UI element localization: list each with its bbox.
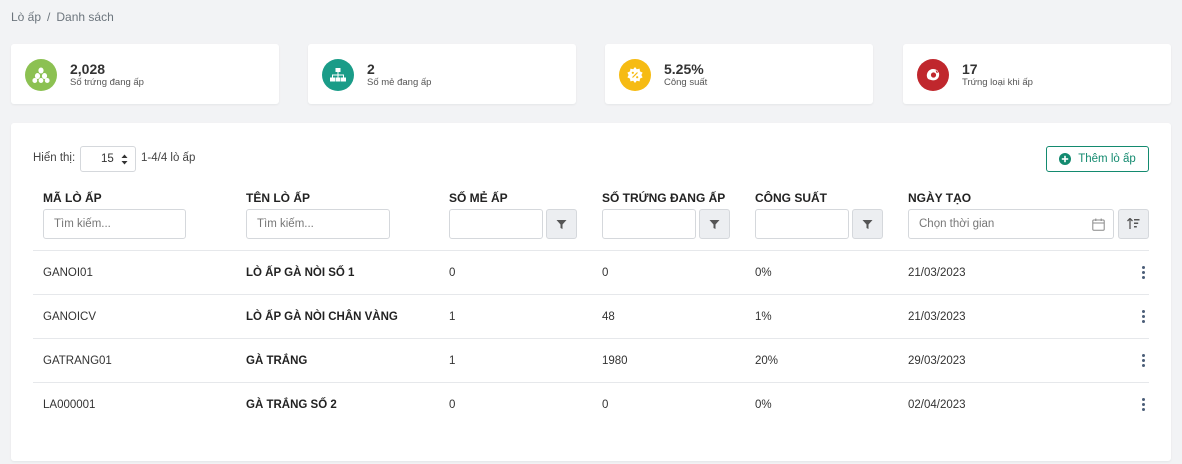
cell-batches: 1 [449,311,456,323]
cell-name[interactable]: LÒ ẤP GÀ NÒI CHÂN VÀNG [246,311,398,323]
stat-value: 2 [367,61,375,77]
add-incubator-button[interactable]: Thêm lò ấp [1046,146,1149,172]
cell-capacity: 1% [755,311,772,323]
cell-code: GATRANG01 [43,355,112,367]
cell-name[interactable]: GÀ TRẮNG SỐ 2 [246,399,337,411]
cell-code: GANOI01 [43,267,93,279]
capacity-filter-button[interactable] [852,209,883,239]
filter-icon [556,219,567,229]
capacity-filter-input[interactable] [755,209,849,239]
stat-label: Số trứng đang ấp [70,77,144,88]
cell-batches: 0 [449,267,456,279]
stat-card-batches: 2 Số mẻ đang ấp [308,44,576,104]
column-header-batches: Số mẻ ấp [449,191,508,205]
percent-icon [619,59,651,91]
column-header-code: Mã lò ấp [43,191,102,205]
select-arrows-icon [121,154,128,165]
page-size-value: 15 [101,153,114,165]
page-size-label: Hiển thị: [33,152,76,164]
cell-name[interactable]: GÀ TRẮNG [246,355,308,367]
cell-batches: 1 [449,355,456,367]
stat-card-eggs: 2,028 Số trứng đang ấp [11,44,279,104]
sort-button[interactable] [1118,209,1149,239]
broken-egg-icon [917,59,949,91]
more-vertical-icon[interactable] [1142,310,1146,324]
stats-row: 2,028 Số trứng đang ấp 2 Số mẻ đang ấp [11,44,1171,104]
code-search-input[interactable]: Tìm kiếm... [43,209,186,239]
add-incubator-label: Thêm lò ấp [1078,153,1136,165]
cell-capacity: 0% [755,399,772,411]
breadcrumb-root[interactable]: Lò ấp [11,10,42,24]
eggs-icon [25,59,57,91]
cell-name[interactable]: LÒ ẤP GÀ NÒI SỐ 1 [246,267,355,279]
cell-eggs: 48 [602,311,615,323]
column-header-eggs: Số trứng đang ấp [602,191,726,205]
calendar-icon [1092,218,1105,231]
column-header-name: Tên lò ấp [246,191,311,205]
table-row[interactable]: GANOI01 LÒ ẤP GÀ NÒI SỐ 1 0 0 0% 21/03/2… [33,250,1149,294]
batches-filter-input[interactable] [449,209,543,239]
date-range-placeholder: Chọn thời gian [919,218,995,230]
cell-created: 02/04/2023 [908,399,966,411]
name-search-input[interactable]: Tìm kiếm... [246,209,390,239]
cell-code: GANOICV [43,311,97,323]
cell-batches: 0 [449,399,456,411]
pagination-range: 1-4/4 lò ấp [141,152,196,164]
breadcrumb: Lò ấp / Danh sách [11,10,114,24]
breadcrumb-current: Danh sách [56,10,114,24]
batches-filter-button[interactable] [546,209,577,239]
plus-circle-icon [1059,153,1072,165]
eggs-filter-button[interactable] [699,209,730,239]
cell-capacity: 20% [755,355,779,367]
cell-created: 21/03/2023 [908,311,966,323]
filter-icon [709,219,720,229]
cell-eggs: 0 [602,399,609,411]
cell-capacity: 0% [755,267,772,279]
table-row[interactable]: LA000001 GÀ TRẮNG SỐ 2 0 0 0% 02/04/2023 [33,382,1149,426]
stat-label: Công suất [664,77,708,88]
stat-label: Trứng loại khi ấp [962,77,1033,88]
stat-card-rejected: 17 Trứng loại khi ấp [903,44,1171,104]
filter-icon [862,219,873,229]
page-size-select[interactable]: 15 [80,146,136,172]
column-header-created: Ngày tạo [908,191,972,205]
eggs-filter-input[interactable] [602,209,696,239]
column-header-capacity: Công suất [755,191,827,205]
date-range-input[interactable]: Chọn thời gian [908,209,1114,239]
stat-card-capacity: 5.25% Công suất [605,44,873,104]
more-vertical-icon[interactable] [1142,398,1146,412]
sort-icon [1127,218,1140,229]
sitemap-icon [322,59,354,91]
cell-eggs: 0 [602,267,609,279]
table-row[interactable]: GATRANG01 GÀ TRẮNG 1 1980 20% 29/03/2023 [33,338,1149,382]
breadcrumb-separator: / [47,10,51,24]
more-vertical-icon[interactable] [1142,266,1146,280]
cell-created: 21/03/2023 [908,267,966,279]
incubator-list-panel: Hiển thị: 15 1-4/4 lò ấp Thêm lò ấp Mã l… [11,123,1171,461]
stat-value: 5.25% [664,61,704,77]
cell-code: LA000001 [43,399,96,411]
cell-created: 29/03/2023 [908,355,966,367]
stat-value: 2,028 [70,61,106,77]
table-row[interactable]: GANOICV LÒ ẤP GÀ NÒI CHÂN VÀNG 1 48 1% 2… [33,294,1149,338]
cell-eggs: 1980 [602,355,628,367]
stat-label: Số mẻ đang ấp [367,77,432,88]
stat-value: 17 [962,61,978,77]
more-vertical-icon[interactable] [1142,354,1146,368]
